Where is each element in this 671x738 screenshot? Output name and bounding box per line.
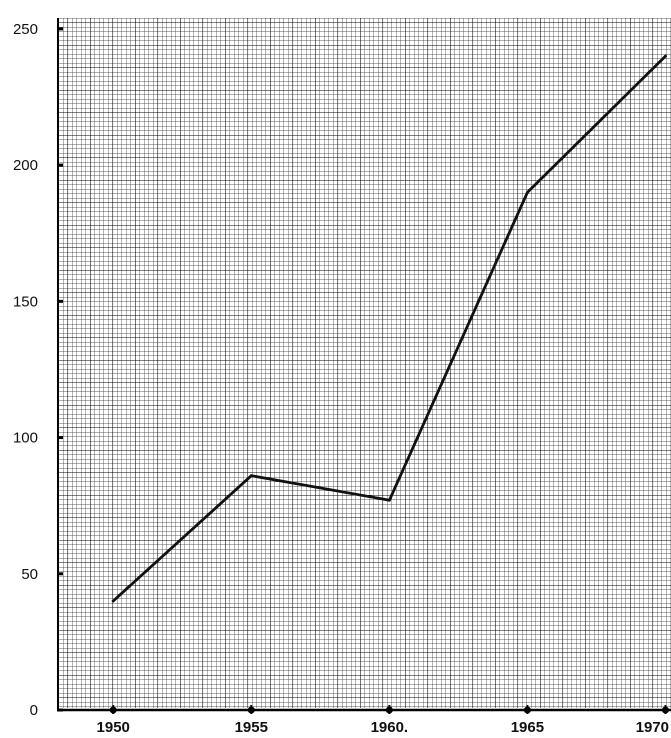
data-point-1970: [664, 54, 667, 58]
y-tick-label-50: 50: [21, 566, 38, 583]
x-tick-label-1955: 1955: [235, 719, 268, 736]
x-tick-label-1970: 1970: [636, 719, 669, 736]
y-tick-label-250: 250: [13, 21, 38, 38]
y-tick-label-200: 200: [13, 157, 38, 174]
graph-paper-coarse-grid: [58, 18, 671, 708]
data-point-1960: [387, 498, 391, 502]
y-tick-label-100: 100: [13, 430, 38, 447]
x-tick-label-1950: 1950: [97, 719, 130, 736]
x-tick-dot-1960: [385, 706, 393, 714]
x-tick-dot-1950: [109, 706, 117, 714]
plot-area: [58, 18, 671, 708]
y-ticks: 0 50 100 150 200 250: [13, 21, 63, 719]
data-point-1955: [249, 474, 253, 478]
y-tick-label-150: 150: [13, 293, 38, 310]
x-tick-dot-1970: [661, 706, 669, 714]
axes: [57, 18, 671, 712]
x-tick-label-1960: 1960.: [371, 719, 409, 736]
x-tick-dot-1955: [247, 706, 255, 714]
x-tick-label-1965: 1965: [511, 719, 544, 736]
series-layer: [111, 54, 667, 603]
x-ticks: 1950 1955 1960. 1965 1970: [97, 705, 669, 736]
x-tick-dot-1965: [523, 706, 531, 714]
data-point-1950: [111, 599, 115, 603]
y-tick-label-0: 0: [30, 702, 38, 719]
data-point-1965: [526, 190, 529, 194]
